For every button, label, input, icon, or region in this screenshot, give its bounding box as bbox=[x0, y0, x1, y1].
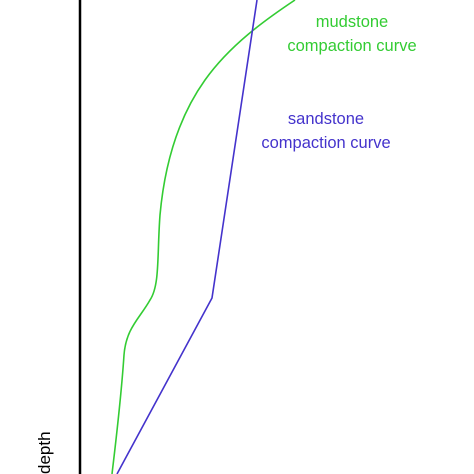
mudstone-compaction-curve bbox=[111, 0, 296, 474]
mudstone-label-line2: compaction curve bbox=[287, 37, 416, 55]
sandstone-label-line1: sandstone bbox=[288, 110, 364, 128]
sandstone-label-line2: compaction curve bbox=[261, 134, 390, 152]
mudstone-label-line1: mudstone bbox=[316, 13, 388, 31]
depth-axis-label: depth bbox=[35, 431, 54, 474]
sandstone-compaction-curve bbox=[116, 0, 258, 474]
